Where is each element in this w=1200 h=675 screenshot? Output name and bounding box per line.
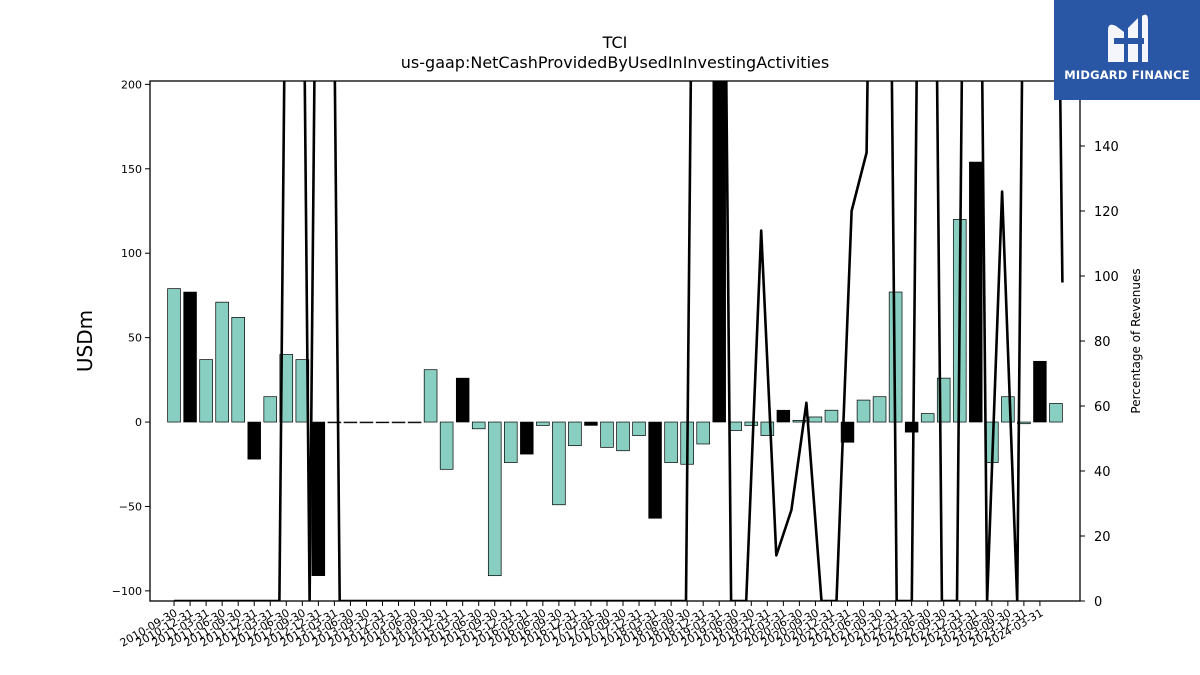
bar <box>568 421 582 447</box>
midgard-logo-icon <box>1108 14 1148 63</box>
bar <box>552 421 566 506</box>
bar <box>423 369 438 423</box>
bar <box>1049 403 1063 423</box>
bar <box>792 420 807 423</box>
bar <box>584 421 598 426</box>
y2-axis: 0 20 40 60 80 100 120 140 <box>1080 140 1119 610</box>
bar-series <box>167 80 1063 577</box>
bar <box>311 421 326 576</box>
bar <box>199 359 213 423</box>
y-tick-label: 200 <box>121 78 142 91</box>
bar <box>856 399 871 423</box>
bar <box>632 421 646 436</box>
bar <box>263 396 278 423</box>
y2-tick-label: 20 <box>1094 530 1111 545</box>
bar <box>455 377 470 423</box>
y2-tick-label: 140 <box>1094 140 1119 155</box>
y-tick-label: 50 <box>128 332 142 345</box>
bar <box>343 421 358 424</box>
bar <box>231 317 245 423</box>
bar <box>1001 396 1015 423</box>
chart-subtitle: us-gaap:NetCashProvidedByUsedInInvesting… <box>401 53 829 72</box>
y2-tick-label: 80 <box>1094 335 1111 350</box>
bar <box>504 421 518 463</box>
bar <box>616 421 630 452</box>
bar <box>439 421 454 470</box>
bar <box>776 409 791 423</box>
line-series <box>174 81 1064 601</box>
bar <box>215 301 229 423</box>
bar <box>696 421 710 445</box>
bar <box>1033 360 1047 423</box>
y2-tick-label: 120 <box>1094 205 1119 220</box>
bar <box>872 396 887 423</box>
bar <box>247 421 261 460</box>
percentage-line <box>174 81 1064 601</box>
bar <box>375 421 390 424</box>
bar <box>712 80 726 423</box>
x-axis: 2010-09-302010-12-312011-03-312011-06-30… <box>118 601 1045 650</box>
bar <box>391 421 406 424</box>
y2-tick-label: 40 <box>1094 465 1111 480</box>
bar <box>407 421 422 424</box>
y-tick-label: −100 <box>112 585 142 598</box>
bar <box>744 421 759 426</box>
y2-tick-label: 0 <box>1094 595 1102 610</box>
y-axis: −100 −50 0 50 100 150 200 <box>112 78 150 598</box>
bar <box>969 161 983 423</box>
bar <box>904 421 919 433</box>
bar <box>167 288 181 423</box>
bar <box>536 421 550 426</box>
y2-tick-label: 60 <box>1094 400 1111 415</box>
bar <box>359 421 374 424</box>
bar <box>664 421 678 463</box>
bar <box>920 413 935 423</box>
y-tick-label: 100 <box>121 247 142 260</box>
bar <box>279 354 294 423</box>
bar <box>471 421 486 430</box>
y-tick-label: 150 <box>121 163 142 176</box>
bar <box>183 291 197 423</box>
y-tick-label: −50 <box>119 500 142 513</box>
y2-axis-label: Percentage of Revenues <box>1129 268 1143 413</box>
bar <box>327 421 342 424</box>
bar <box>648 421 662 519</box>
brand-name: MIDGARD FINANCE <box>1064 68 1190 82</box>
bar <box>600 421 614 448</box>
bar <box>1017 421 1031 425</box>
y-tick-label: 0 <box>135 416 142 429</box>
bar <box>520 421 534 455</box>
y-axis-label: USDm <box>73 310 97 372</box>
brand-logo: MIDGARD FINANCE <box>1054 0 1200 100</box>
bar <box>824 409 839 423</box>
bar <box>808 416 823 423</box>
y2-tick-label: 100 <box>1094 270 1119 285</box>
bar <box>487 421 502 577</box>
chart-title: TCI <box>602 33 628 52</box>
